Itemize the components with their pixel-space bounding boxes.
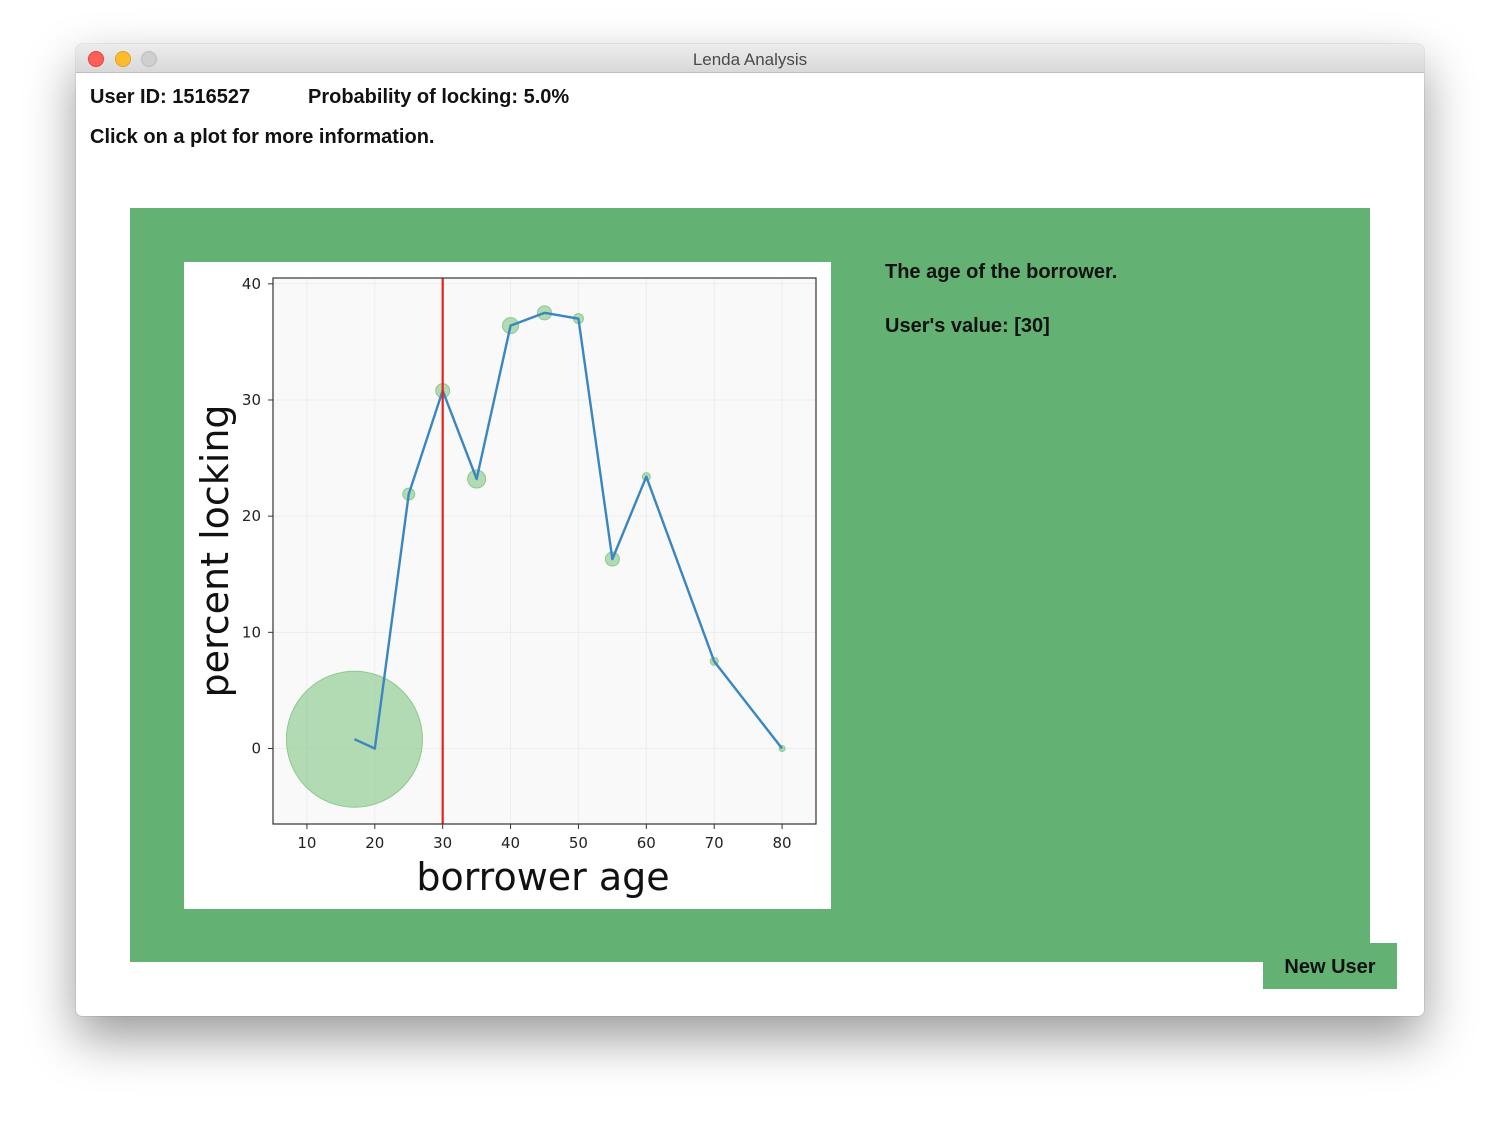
y-tick-label: 0 — [251, 739, 261, 757]
probability-label: Probability of locking: 5.0% — [308, 86, 570, 108]
x-tick-label: 80 — [773, 834, 792, 852]
y-tick-label: 30 — [242, 391, 261, 409]
plot-frame — [272, 277, 817, 825]
x-tick-label: 70 — [705, 834, 724, 852]
y-tick-label: 40 — [242, 275, 261, 293]
minimize-window-button[interactable] — [115, 51, 131, 67]
app-window: Lenda Analysis User ID: 1516527 Probabil… — [76, 44, 1424, 1016]
y-axis-label: percent locking — [193, 404, 237, 697]
x-axis-label: borrower age — [416, 855, 669, 899]
x-tick-label: 50 — [569, 834, 588, 852]
user-id-label: User ID: 1516527 — [90, 86, 251, 108]
feature-description: The age of the borrower. — [885, 261, 1118, 283]
borrower-age-chart[interactable]: 10 20 30 40 50 60 70 80 0 10 20 30 40 borrower age p… — [184, 262, 831, 909]
new-user-button[interactable]: New User — [1263, 943, 1397, 989]
x-tick-label: 40 — [501, 834, 520, 852]
window-title: Lenda Analysis — [692, 50, 808, 69]
plot-panel: 10 20 30 40 50 60 70 80 0 10 20 30 40 borrower age p… — [130, 208, 1370, 962]
zoom-window-button[interactable] — [141, 51, 157, 67]
instruction-text: Click on a plot for more information. — [90, 126, 435, 148]
x-tick-label: 30 — [433, 834, 452, 852]
series-line — [353, 311, 784, 750]
x-tick-label: 20 — [365, 834, 384, 852]
close-window-button[interactable] — [88, 51, 104, 67]
y-tick-label: 20 — [242, 507, 261, 525]
user-value-text: User's value: [30] — [885, 315, 1050, 337]
title-bar: Lenda Analysis — [76, 44, 1424, 73]
x-tick-label: 10 — [297, 834, 316, 852]
x-tick-label: 60 — [637, 834, 656, 852]
plot-card[interactable]: 10 20 30 40 50 60 70 80 0 10 20 30 40 borrower age p… — [184, 262, 831, 909]
y-tick-label: 10 — [242, 623, 261, 641]
new-user-label: New User — [1284, 956, 1376, 978]
